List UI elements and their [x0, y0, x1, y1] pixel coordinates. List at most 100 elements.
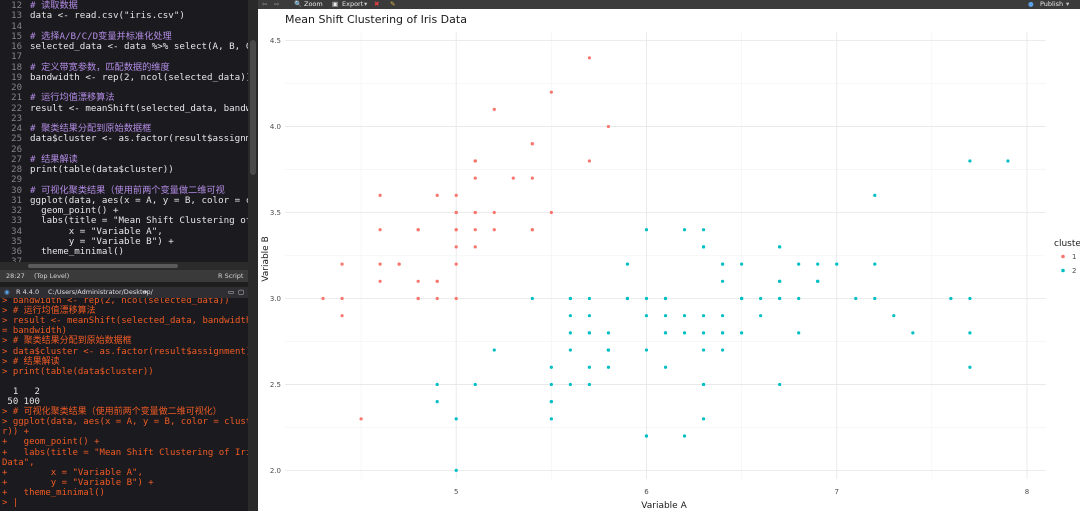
- export-button[interactable]: Export: [342, 0, 364, 8]
- data-point-cluster-2: [549, 417, 553, 421]
- console-header: ◉ R 4.4.0 C:/Users/Administrator/Desktop…: [0, 287, 248, 298]
- data-point-cluster-2: [435, 400, 439, 404]
- line-number: 20: [11, 83, 22, 93]
- zoom-icon[interactable]: 🔍: [294, 0, 303, 8]
- filetype-indicator[interactable]: R Script: [218, 272, 244, 280]
- line-number: 25: [11, 134, 22, 145]
- code-line[interactable]: # 选择A/B/C/D变量并标准化处理: [30, 30, 172, 42]
- data-point-cluster-1: [340, 296, 344, 301]
- data-point-cluster-1: [492, 228, 496, 232]
- working-directory[interactable]: C:/Users/Administrator/Desktop/: [48, 288, 153, 296]
- minimize-icon[interactable]: ▭: [228, 288, 235, 296]
- remove-plot-icon[interactable]: ✖: [374, 0, 380, 8]
- console-line: > # 结果解读: [2, 356, 60, 367]
- code-line[interactable]: data$cluster <- as.factor(result$assignm…: [30, 133, 248, 145]
- maximize-icon[interactable]: ▢: [238, 288, 245, 296]
- publish-icon[interactable]: ●: [1028, 0, 1034, 8]
- code-line[interactable]: bandwidth <- rep(2, ncol(selected_data)): [30, 71, 248, 83]
- x-tick-label: 6: [644, 488, 649, 496]
- data-point-cluster-2: [778, 296, 782, 301]
- code-line[interactable]: theme_minimal(): [30, 246, 125, 257]
- editor-scroll-thumb[interactable]: [28, 264, 178, 268]
- code-line[interactable]: # 运行均值漂移算法: [30, 92, 115, 104]
- code-line[interactable]: # 结果解读: [30, 153, 78, 165]
- y-axis-label: Variable B: [261, 236, 271, 281]
- data-point-cluster-1: [473, 176, 477, 180]
- console-line: + geom_point() +: [2, 437, 100, 448]
- data-point-cluster-1: [473, 228, 477, 232]
- data-point-cluster-2: [587, 331, 591, 335]
- broom-icon[interactable]: ✎: [390, 0, 396, 8]
- data-point-cluster-2: [663, 331, 668, 335]
- scope-indicator[interactable]: (Top Level): [34, 272, 70, 280]
- data-point-cluster-1: [454, 262, 458, 266]
- data-point-cluster-2: [740, 296, 744, 301]
- plot-toolbar: ⇦ ⇨ 🔍 Zoom ▣ Export ▾ ✖ ✎ ● Publish ▾: [258, 0, 1080, 9]
- code-line[interactable]: x = "Variable A",: [30, 225, 163, 237]
- vertical-scrollbar-thumb[interactable]: [250, 40, 256, 175]
- forward-arrow-icon[interactable]: ⇨: [274, 0, 280, 8]
- code-line[interactable]: y = "Variable B") +: [30, 235, 174, 247]
- code-line[interactable]: print(table(data$cluster)): [30, 164, 174, 175]
- data-points: [321, 56, 1010, 473]
- script-editor[interactable]: 12 13 14 15 16 17 18 19 20 21 22 23 24 25 26 27 28 29 30 31…: [0, 0, 248, 270]
- code-line[interactable]: result <- meanShift(selected_data, bandw…: [30, 102, 248, 114]
- code-line[interactable]: ggplot(data, aes(x = A, y = B, color = c…: [30, 194, 248, 206]
- data-point-cluster-2: [873, 262, 877, 266]
- line-number: 28: [11, 165, 22, 175]
- code-line[interactable]: selected_data <- data %>% select(A, B, C…: [30, 41, 248, 52]
- data-point-cluster-1: [549, 210, 553, 215]
- data-point-cluster-1: [454, 193, 458, 197]
- publish-button[interactable]: Publish: [1040, 0, 1064, 8]
- code-line[interactable]: data <- read.csv("iris.csv"): [30, 10, 185, 22]
- export-icon[interactable]: ▣: [332, 0, 339, 8]
- data-point-cluster-2: [663, 296, 668, 301]
- code-area[interactable]: # 读取数据 data <- read.csv("iris.csv") # 选择A/…: [30, 0, 248, 262]
- code-line[interactable]: geom_point() +: [30, 205, 119, 216]
- data-point-cluster-2: [644, 348, 649, 352]
- data-point-cluster-2: [835, 262, 839, 266]
- x-tick-label: 5: [454, 488, 458, 496]
- y-tick-label: 4.0: [270, 123, 281, 131]
- code-line[interactable]: labs(title = "Mean Shift Clustering of I: [30, 215, 248, 227]
- code-line[interactable]: # 聚类结果分配到原始数据框: [30, 123, 152, 134]
- r-logo-icon: ◉: [4, 288, 10, 296]
- data-point-cluster-1: [473, 159, 477, 163]
- data-point-cluster-1: [511, 176, 515, 180]
- zoom-button[interactable]: Zoom: [304, 0, 323, 8]
- data-point-cluster-2: [701, 228, 706, 232]
- data-point-cluster-2: [568, 331, 572, 335]
- data-point-cluster-2: [644, 228, 649, 232]
- data-point-cluster-2: [854, 296, 858, 301]
- line-number: 19: [11, 72, 22, 83]
- pane-splitter[interactable]: [248, 0, 258, 511]
- data-point-cluster-2: [968, 159, 972, 163]
- scatter-chart: 5 6 7 8 2.0 2.5 3.0 3.5 4.0 4.5 Mean Shift Cluste…: [261, 13, 1080, 511]
- code-line[interactable]: # 定义带宽参数，匹配数据的维度: [30, 61, 170, 73]
- data-point-cluster-2: [816, 279, 820, 283]
- console-line: > ggplot(data, aes(x = A, y = B, color =…: [2, 417, 248, 428]
- line-number: 16: [11, 42, 22, 52]
- line-number: 32: [11, 206, 22, 216]
- data-point-cluster-2: [873, 193, 877, 197]
- y-tick-label: 3.5: [270, 209, 281, 217]
- back-arrow-icon[interactable]: ⇦: [262, 0, 268, 8]
- line-number: 34: [11, 226, 22, 237]
- data-point-cluster-2: [625, 262, 630, 266]
- data-point-cluster-2: [530, 296, 534, 301]
- data-point-cluster-1: [549, 90, 553, 94]
- data-point-cluster-1: [340, 314, 344, 318]
- editor-horizontal-scrollbar[interactable]: [0, 262, 248, 270]
- line-number: 24: [11, 124, 22, 134]
- go-to-directory-icon[interactable]: ➜: [142, 288, 148, 296]
- code-line[interactable]: # 读取数据: [30, 0, 78, 11]
- data-point-cluster-2: [587, 296, 591, 301]
- data-point-cluster-2: [682, 331, 687, 335]
- chevron-down-icon[interactable]: ▾: [364, 0, 368, 8]
- data-point-cluster-2: [778, 382, 782, 387]
- code-line[interactable]: # 可视化聚类结果（使用前两个变量做二维可视: [30, 184, 225, 196]
- publish-chevron-icon[interactable]: ▾: [1066, 0, 1070, 8]
- console-line: + labs(title = "Mean Shift Clustering of…: [2, 447, 248, 458]
- data-point-cluster-2: [701, 245, 706, 249]
- r-console[interactable]: > bandwidth <- rep(2, ncol(selected_data…: [0, 298, 248, 511]
